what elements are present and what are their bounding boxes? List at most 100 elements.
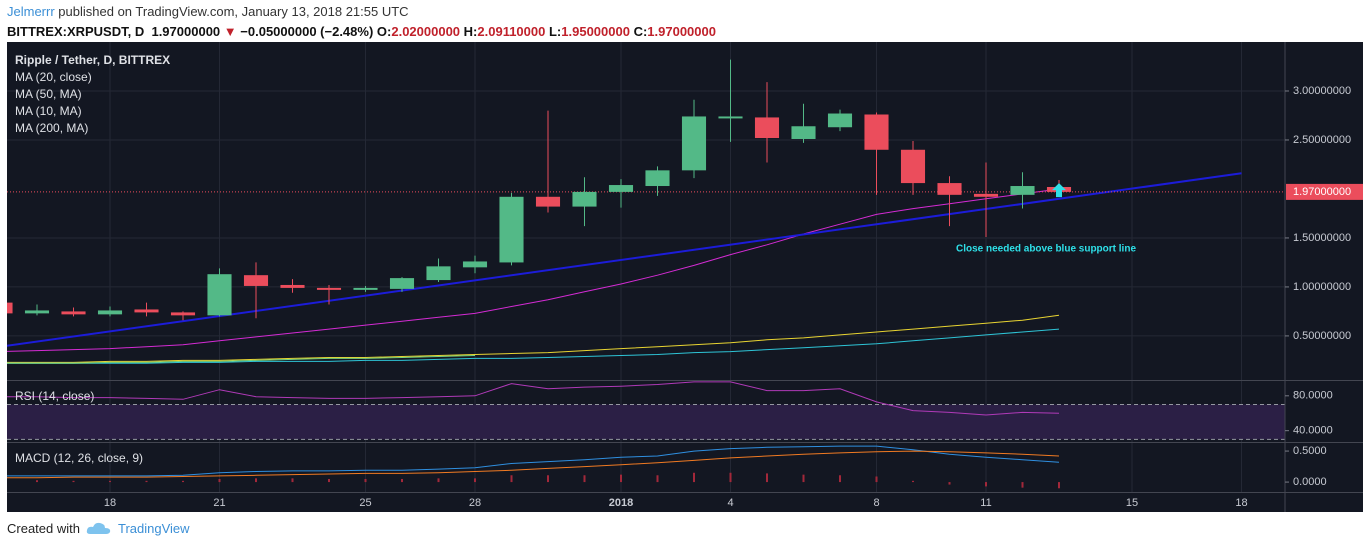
x-tick-label: 4 [727, 497, 733, 509]
candle-body [280, 284, 305, 288]
histogram-bar [693, 472, 695, 483]
histogram-bar [766, 473, 768, 483]
histogram-bar [875, 476, 878, 483]
legend-entry: MA (200, MA) [15, 121, 88, 135]
y-tick-label: 0.50000000 [1293, 330, 1351, 342]
annotation-text: Close needed above blue support line [956, 244, 1136, 255]
candle-body [353, 287, 378, 290]
x-tick-label: 28 [469, 497, 481, 509]
pane-title: Ripple / Tether, D, BITTREX [15, 53, 170, 67]
pane-title: RSI (14, close) [15, 389, 94, 403]
high: 2.09110000 [477, 24, 546, 39]
candle-body [827, 113, 853, 128]
macd-pane [0, 445, 1060, 489]
candle-body [499, 196, 524, 263]
price-pane: Close needed above blue support line [7, 59, 1285, 364]
histogram-bar [145, 480, 148, 483]
low: 1.95000000 [561, 24, 630, 39]
y-tick-label: 1.50000000 [1293, 232, 1351, 244]
candle-body [462, 261, 488, 268]
price: 1.97000000 [151, 24, 221, 39]
histogram-bar [72, 480, 75, 483]
histogram-bar [437, 478, 440, 483]
histogram-bar [985, 482, 987, 487]
header: Jelmerrr published on TradingView.com, J… [7, 2, 716, 42]
close: 1.97000000 [647, 24, 716, 39]
histogram-bar [364, 478, 367, 483]
histogram-bar [218, 478, 221, 483]
histogram-bar [182, 480, 184, 483]
candle-body [937, 183, 962, 195]
histogram-bar [547, 475, 549, 483]
h-label: H: [463, 24, 478, 39]
candle-body [243, 275, 269, 286]
moving-average [7, 355, 476, 364]
candle-body [389, 278, 415, 289]
histogram-bar [620, 474, 622, 483]
down-arrow: ▼ [223, 24, 237, 39]
candle-body [97, 310, 123, 315]
candle-body [61, 311, 86, 315]
trendline [7, 172, 1242, 347]
c-label: C: [633, 24, 648, 39]
histogram-bar [36, 480, 38, 483]
candle-body [207, 274, 232, 316]
grid [7, 42, 1285, 492]
o-label: O: [376, 24, 392, 39]
candle-body [973, 193, 999, 197]
y-tick-label: 40.0000 [1293, 425, 1333, 437]
indicator-line [7, 381, 1060, 416]
histogram-bar [948, 482, 951, 485]
axes: 18 21 25 28 2018 4 8 11 15 18 0.50000000 1.00000000… [7, 42, 1363, 512]
histogram-bar [1021, 482, 1024, 488]
histogram-bar [401, 478, 403, 483]
candle-body [718, 116, 743, 119]
change: −0.05000000 (−2.48%) [240, 24, 374, 39]
histogram-bar [802, 474, 805, 483]
symbol-line: BITTREX:XRPUSDT, D 1.97000000 ▼ −0.05000… [7, 22, 716, 42]
x-tick-label: 8 [873, 497, 879, 509]
y-tick-label: 2.50000000 [1293, 134, 1351, 146]
open: 2.02000000 [391, 24, 461, 39]
candle-body [7, 302, 13, 314]
candle-body [316, 287, 342, 290]
histogram-bar [1058, 482, 1060, 489]
legend-entry: MA (10, MA) [15, 104, 82, 118]
x-tick-label: 11 [980, 497, 991, 509]
x-tick-label: 15 [1126, 497, 1138, 509]
y-tick-label: 1.00000000 [1293, 281, 1351, 293]
candle-body [24, 310, 50, 314]
candle-body [754, 117, 780, 139]
published: published on TradingView.com, January 13… [58, 4, 409, 19]
candle-body [791, 126, 816, 139]
histogram-bar [291, 478, 294, 483]
histogram-bar [328, 478, 330, 483]
histogram-bar [109, 480, 111, 483]
candle-body [572, 191, 597, 207]
annotation-arrow [1052, 183, 1066, 198]
y-tick-label: 0.0000 [1293, 476, 1327, 488]
last-price-label: 1.97000000 [1293, 186, 1351, 198]
l-label: L: [548, 24, 562, 39]
last-price-box [1286, 183, 1363, 200]
pane-title: MACD (12, 26, close, 9) [15, 451, 143, 465]
author[interactable]: Jelmerrr [7, 4, 55, 19]
moving-average [7, 314, 1060, 363]
histogram-bar [839, 475, 841, 483]
candle-body [535, 196, 561, 207]
brand[interactable]: TradingView [117, 520, 190, 536]
x-tick-label: 2018 [609, 497, 633, 509]
indicator-line [7, 445, 1060, 477]
y-tick-label: 80.0000 [1293, 390, 1333, 402]
histogram-bar [0, 480, 2, 482]
moving-average [7, 188, 1060, 352]
logo [86, 522, 111, 534]
histogram-bar [912, 480, 914, 483]
candle-body [864, 114, 889, 150]
candle-body [170, 312, 196, 316]
legend-entry: MA (50, MA) [15, 87, 82, 101]
candle-body [134, 309, 159, 313]
legend-entry: MA (20, close) [15, 70, 92, 84]
